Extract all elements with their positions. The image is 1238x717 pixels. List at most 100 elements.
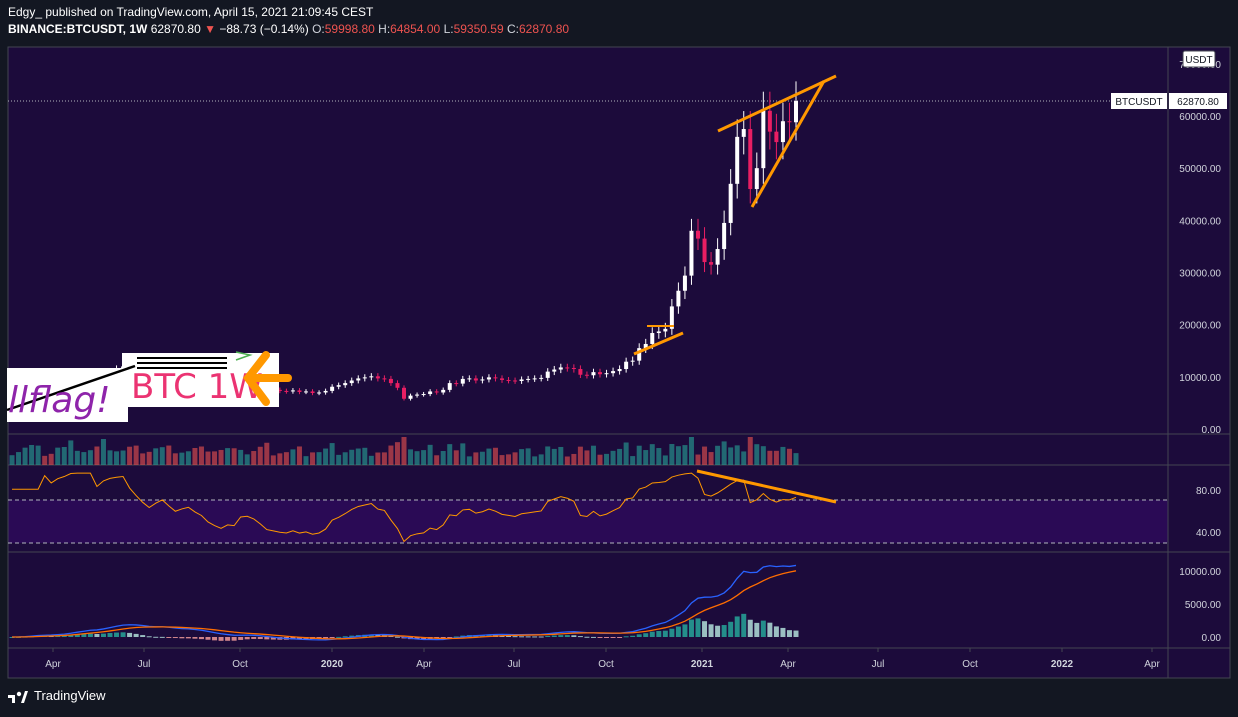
- volume-bar: [695, 454, 701, 465]
- candle-body: [447, 383, 452, 390]
- macd-hist-bar: [669, 628, 675, 637]
- macd-hist-bar: [68, 634, 74, 637]
- price-tick-label: 60000.00: [1179, 112, 1221, 123]
- candle-body: [748, 129, 753, 190]
- volume-bar: [225, 448, 231, 465]
- volume-bar: [532, 456, 538, 465]
- macd-hist-bar: [715, 625, 721, 637]
- candle-body: [297, 390, 302, 392]
- macd-hist-bar: [754, 622, 760, 637]
- macd-hist-bar: [414, 637, 420, 640]
- candle-body: [500, 378, 504, 380]
- macd-hist-bar: [375, 634, 381, 637]
- macd-hist-bar: [512, 636, 518, 638]
- volume-bar: [643, 450, 649, 465]
- macd-line: [11, 564, 797, 641]
- price-axis[interactable]: [1168, 47, 1230, 678]
- macd-hist-bar: [734, 616, 740, 637]
- macd-hist-bar: [100, 633, 106, 637]
- volume-bar: [48, 453, 54, 465]
- volume-bar: [702, 446, 708, 465]
- publisher-line: Edgy_ published on TradingView.com, Apri…: [8, 5, 374, 19]
- volume-bar: [179, 452, 185, 465]
- volume-bar: [388, 445, 394, 465]
- candle-body: [761, 110, 766, 169]
- last-price: 62870.80: [150, 22, 201, 36]
- candle-body: [794, 101, 798, 123]
- volume-bar: [519, 449, 525, 465]
- candle-body: [408, 395, 413, 399]
- volume-bar: [656, 448, 662, 465]
- candle-body: [689, 230, 694, 276]
- candle-body: [591, 372, 596, 376]
- trendline-small[interactable]: [633, 331, 684, 356]
- candle-body: [696, 230, 700, 239]
- rising-wedge-drawing[interactable]: [717, 74, 837, 208]
- chart-header: Edgy_ published on TradingView.com, Apri…: [8, 4, 569, 38]
- candle-body: [741, 129, 746, 137]
- macd-hist-bar: [610, 637, 616, 638]
- volume-bars: [9, 437, 799, 465]
- pane-separators: [7, 46, 1231, 679]
- time-axis[interactable]: [8, 648, 1168, 678]
- volume-bar: [42, 455, 48, 465]
- volume-bar: [590, 445, 596, 465]
- macd-hist-bar: [440, 637, 446, 639]
- change-value: −88.73 (−0.14%): [219, 22, 309, 36]
- time-tick-label: Apr: [416, 659, 432, 670]
- volume-bar: [22, 447, 28, 465]
- macd-hist-bar: [185, 637, 191, 639]
- volume-bar: [310, 452, 316, 465]
- volume-bar: [146, 451, 152, 465]
- macd-hist-bar: [329, 637, 335, 638]
- macd-hist-bar: [519, 636, 525, 638]
- macd-hist-bar: [538, 636, 544, 638]
- candle-body: [493, 377, 498, 379]
- candle-body: [663, 328, 668, 332]
- volume-bar: [342, 452, 348, 465]
- currency-badge[interactable]: USDT: [1182, 50, 1216, 68]
- candle-body: [558, 367, 563, 370]
- macd-hist-bar: [447, 637, 453, 638]
- volume-bar: [440, 451, 446, 465]
- volume-bar: [604, 453, 610, 465]
- candle-body: [702, 238, 707, 263]
- rsi-band: [8, 500, 1168, 543]
- macd-hist-bar: [349, 635, 355, 637]
- macd-hist-bar: [153, 636, 159, 638]
- time-tick-label: Jul: [872, 659, 885, 670]
- rsi-trendline[interactable]: [696, 469, 837, 504]
- macd-hist-bar: [179, 637, 185, 639]
- annotation-image[interactable]: llflag! BTC 1W: [6, 351, 292, 422]
- candle-body: [395, 383, 400, 388]
- macd-hist-bar: [140, 635, 146, 637]
- time-tick-label: Oct: [232, 659, 248, 670]
- macd-hist-bar: [94, 633, 100, 637]
- annotation-text-pink: BTC 1W: [131, 367, 263, 407]
- candle-body: [584, 374, 589, 376]
- candle-body: [402, 387, 406, 399]
- macd-hist-bar: [146, 636, 152, 638]
- candle-body: [277, 389, 282, 391]
- footer-branding[interactable]: TradingView: [8, 688, 106, 703]
- candle-body: [676, 290, 681, 307]
- macd-hist-bar: [649, 631, 655, 637]
- volume-bar: [94, 446, 100, 465]
- macd-hist-bar: [336, 636, 342, 638]
- candle-body: [539, 377, 544, 379]
- macd-hist-bar: [87, 633, 93, 637]
- candle-body: [552, 369, 557, 372]
- volume-bar: [283, 452, 289, 465]
- volume-bar: [107, 450, 113, 465]
- volume-bar: [747, 437, 753, 465]
- macd-hist-bar: [702, 621, 708, 637]
- candle-body: [624, 361, 629, 370]
- macd-pane[interactable]: [8, 552, 1168, 648]
- symbol-name[interactable]: BINANCE:BTCUSDT, 1W: [8, 22, 148, 36]
- volume-bar: [780, 446, 786, 465]
- macd-hist-bar: [532, 636, 538, 638]
- volume-bar: [264, 442, 270, 465]
- volume-bar: [153, 448, 159, 465]
- volume-bar: [114, 451, 120, 465]
